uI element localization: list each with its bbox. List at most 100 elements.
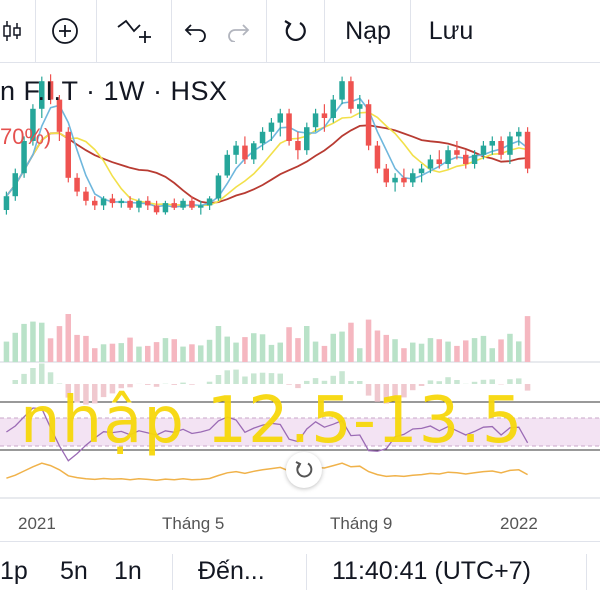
candle-body bbox=[481, 146, 487, 155]
volume-bar bbox=[66, 314, 72, 362]
load-button[interactable]: Nạp bbox=[330, 0, 406, 62]
candle-body bbox=[516, 132, 522, 137]
volume-bar bbox=[437, 339, 443, 362]
volume-bar bbox=[21, 324, 27, 362]
macd-bar bbox=[251, 373, 257, 384]
candle-body bbox=[180, 201, 186, 208]
goto-date-button[interactable]: Đến... bbox=[198, 542, 265, 601]
volume-bar bbox=[4, 342, 10, 362]
reload-icon[interactable] bbox=[270, 0, 320, 62]
redo-icon[interactable] bbox=[218, 0, 258, 62]
volume-bar bbox=[145, 346, 151, 362]
macd-bar bbox=[30, 368, 36, 384]
volume-bar bbox=[295, 338, 301, 362]
volume-bar bbox=[242, 337, 248, 362]
candle-body bbox=[384, 169, 390, 183]
candle-body bbox=[216, 176, 222, 199]
volume-bar bbox=[207, 340, 213, 362]
candle-body bbox=[127, 201, 133, 208]
candle-body bbox=[154, 205, 160, 212]
x-axis-label-2021: 2021 bbox=[18, 514, 56, 534]
volume-bar bbox=[92, 348, 98, 362]
candle-body bbox=[357, 104, 363, 109]
interval-1n[interactable]: 1n bbox=[114, 542, 142, 601]
save-button[interactable]: Lưu bbox=[416, 0, 486, 62]
volume-bar bbox=[189, 344, 195, 362]
indicator-add-icon[interactable] bbox=[97, 0, 171, 62]
plus-circle-icon[interactable] bbox=[36, 0, 94, 62]
macd-bar bbox=[13, 380, 19, 384]
volume-bar bbox=[260, 334, 266, 362]
macd-bar bbox=[525, 384, 531, 391]
volume-bar bbox=[225, 337, 231, 362]
x-axis-label-thang9: Tháng 9 bbox=[330, 514, 392, 534]
candle-body bbox=[304, 127, 310, 150]
macd-bar bbox=[242, 377, 248, 385]
volume-bar bbox=[507, 334, 513, 362]
volume-bar bbox=[366, 320, 372, 363]
interval-5n[interactable]: 5n bbox=[60, 542, 88, 601]
candle-body bbox=[490, 141, 496, 146]
volume-bar bbox=[30, 322, 36, 362]
entry-range-overlay-text: nhập 12.5-13.5 bbox=[20, 384, 523, 458]
candle-body bbox=[410, 173, 416, 182]
volume-bar bbox=[410, 343, 416, 362]
candle-body bbox=[498, 141, 504, 155]
change-percent: 70%) bbox=[0, 124, 51, 150]
candle-body bbox=[136, 201, 142, 208]
macd-bar bbox=[339, 371, 345, 384]
candle-body bbox=[172, 203, 178, 208]
candle-body bbox=[295, 141, 301, 150]
candle-body bbox=[251, 143, 257, 159]
candle-body bbox=[163, 203, 169, 212]
reset-chart-button[interactable] bbox=[286, 452, 322, 488]
candle-body bbox=[119, 201, 125, 203]
candle-body bbox=[189, 201, 195, 208]
candle-body bbox=[419, 169, 425, 174]
candle-body bbox=[463, 155, 469, 164]
volume-bar bbox=[384, 335, 390, 362]
volume-bar bbox=[119, 343, 125, 362]
volume-bar bbox=[304, 326, 310, 362]
candle-body bbox=[83, 192, 89, 201]
candle-body bbox=[401, 178, 407, 183]
candle-body bbox=[207, 199, 213, 206]
candle-body bbox=[348, 81, 354, 109]
macd-bar bbox=[48, 372, 54, 384]
volume-bar bbox=[198, 345, 204, 362]
volume-bar bbox=[498, 339, 504, 362]
volume-bar bbox=[392, 339, 398, 362]
volume-bar bbox=[481, 336, 487, 362]
volume-bar bbox=[180, 347, 186, 363]
volume-bar bbox=[269, 345, 275, 362]
candle-body bbox=[331, 100, 337, 118]
candle-body bbox=[313, 113, 319, 127]
volume-bar bbox=[348, 323, 354, 362]
macd-bar bbox=[445, 377, 451, 384]
volume-bar bbox=[74, 335, 80, 362]
candle-body bbox=[66, 132, 72, 178]
candle-body bbox=[366, 104, 372, 145]
candle-body bbox=[445, 150, 451, 164]
macd-bar bbox=[39, 364, 45, 385]
volume-bar bbox=[172, 339, 178, 362]
candle-body bbox=[428, 159, 434, 168]
macd-bar bbox=[269, 373, 275, 384]
undo-icon[interactable] bbox=[176, 0, 216, 62]
volume-bar bbox=[39, 323, 45, 362]
volume-bar bbox=[101, 344, 107, 362]
volume-bar bbox=[216, 326, 222, 362]
candle-body bbox=[145, 201, 151, 206]
candle-body bbox=[437, 159, 443, 164]
candle-body bbox=[198, 205, 204, 207]
candle-body bbox=[472, 155, 478, 164]
volume-bar bbox=[322, 346, 328, 362]
volume-bar bbox=[463, 340, 469, 362]
candle-body bbox=[101, 199, 107, 206]
candle-body bbox=[242, 146, 248, 160]
volume-bar bbox=[233, 343, 239, 362]
candlestick-icon[interactable] bbox=[0, 0, 24, 62]
candle-body bbox=[233, 146, 239, 155]
candle-body bbox=[13, 173, 19, 196]
interval-1p[interactable]: 1p bbox=[0, 542, 28, 601]
